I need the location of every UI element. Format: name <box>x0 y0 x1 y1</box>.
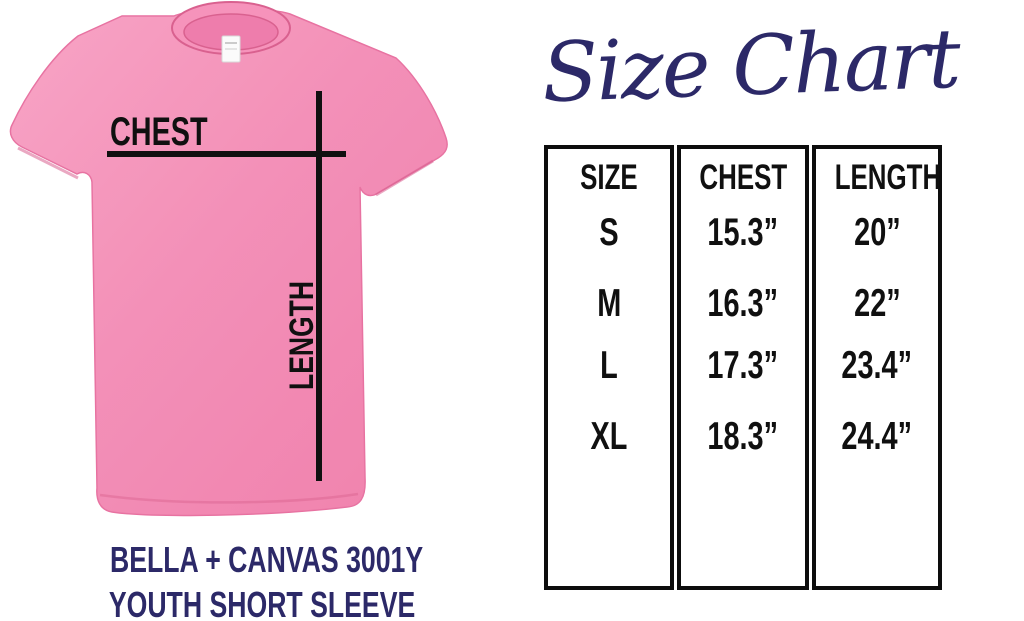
product-name-line2: YOUTH SHORT SLEEVE <box>108 584 416 621</box>
product-caption: BELLA + CANVAS 3001Y YOUTH SHORT SLEEVE <box>55 537 435 621</box>
table-cell: 24.4” <box>841 415 913 458</box>
tshirt-image <box>9 1 448 517</box>
table-cell: 20” <box>853 211 901 254</box>
length-label: LENGTH <box>283 280 321 390</box>
table-cell: 15.3” <box>707 211 779 254</box>
table-header-cell: SIZE <box>580 158 638 197</box>
table-column-length: LENGTH 20” 22” 23.4” 24.4” <box>812 145 942 590</box>
table-cell: 22” <box>853 282 901 325</box>
chest-label: CHEST <box>110 110 208 154</box>
table-header-cell: LENGTH <box>834 158 942 197</box>
table-cell: 23.4” <box>841 344 913 387</box>
table-column-chest: CHEST 15.3” 16.3” 17.3” 18.3” <box>677 145 809 590</box>
table-cell: 16.3” <box>707 282 779 325</box>
table-cell: L <box>600 344 618 387</box>
length-measure-line <box>316 91 322 481</box>
table-cell: 17.3” <box>707 344 779 387</box>
table-cell: S <box>599 211 619 254</box>
table-column-size: SIZE S M L XL <box>544 145 674 590</box>
table-cell: XL <box>590 415 628 458</box>
table-cell: 18.3” <box>707 415 779 458</box>
table-cell: M <box>596 282 622 325</box>
table-header-cell: CHEST <box>699 158 787 197</box>
size-table: SIZE S M L XL CHEST 15.3” 16.3” 17.3” 18.3” LENGTH… <box>544 145 944 598</box>
chest-measure-line <box>107 151 346 157</box>
product-name-line1: BELLA + CANVAS 3001Y <box>110 539 424 580</box>
page-title: Size Chart <box>540 11 961 122</box>
